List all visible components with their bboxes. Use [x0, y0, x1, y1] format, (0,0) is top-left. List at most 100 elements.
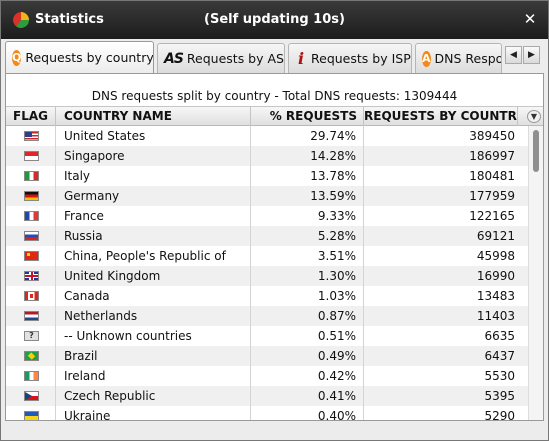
country-name-cell: Netherlands [56, 306, 251, 326]
flag-cell [6, 306, 56, 326]
table-row[interactable]: United States 29.74% 389450 [6, 126, 528, 146]
requests-count-cell: 16990 [476, 269, 515, 283]
table-row[interactable]: Germany 13.59% 177959 [6, 186, 528, 206]
country-name-cell: China, People's Republic of [56, 246, 251, 266]
table-row[interactable]: Singapore 14.28% 186997 [6, 146, 528, 166]
flag-de-icon [24, 191, 39, 201]
percent-requests-cell: 0.49% [251, 346, 364, 366]
country-name-cell: -- Unknown countries [56, 326, 251, 346]
percent-requests-cell: 14.28% [251, 146, 364, 166]
flag-ca-icon [24, 291, 39, 301]
tab-label: Requests by ASN [186, 51, 285, 66]
requests-count-cell: 69121 [476, 229, 515, 243]
table-row[interactable]: Czech Republic 0.41% 5395 [6, 386, 528, 406]
flag-cell [6, 286, 56, 306]
table-row[interactable]: China, People's Republic of 3.51% 45998 [6, 246, 528, 266]
requests-count-cell: 5530 [484, 369, 515, 383]
flag-cell [6, 186, 56, 206]
table-row[interactable]: Russia 5.28% 69121 [6, 226, 528, 246]
flag-it-icon [24, 171, 39, 181]
flag-cell [6, 206, 56, 226]
tab-requests-by-country[interactable]: Q Requests by country [5, 41, 154, 73]
flag-ua-icon [24, 411, 39, 420]
flag-ie-icon [24, 371, 39, 381]
as-icon: AS [164, 50, 184, 67]
flag-fr-icon [24, 211, 39, 221]
requests-count-cell: 180481 [469, 169, 515, 183]
country-stats-panel: DNS requests split by country - Total DN… [5, 73, 544, 421]
table-row[interactable]: Brazil 0.49% 6437 [6, 346, 528, 366]
vertical-scrollbar[interactable] [528, 126, 543, 420]
percent-requests-cell: 0.51% [251, 326, 364, 346]
country-name-cell: United States [56, 126, 251, 146]
percent-requests-cell: 0.87% [251, 306, 364, 326]
requests-count-cell: 122165 [469, 209, 515, 223]
requests-count-cell: 11403 [476, 309, 515, 323]
percent-requests-cell: 0.42% [251, 366, 364, 386]
requests-count-cell: 186997 [469, 149, 515, 163]
flag-us-icon [24, 131, 39, 141]
grid-header: FLAG COUNTRY NAME % REQUESTS REQUESTS BY… [6, 106, 543, 126]
country-name-cell: Brazil [56, 346, 251, 366]
requests-count-cell: 177959 [469, 189, 515, 203]
country-name-cell: France [56, 206, 251, 226]
table-row[interactable]: United Kingdom 1.30% 16990 [6, 266, 528, 286]
requests-count-cell: 13483 [476, 289, 515, 303]
requests-count-cell: 5395 [484, 389, 515, 403]
tab-requests-by-isp[interactable]: i Requests by ISP [288, 43, 412, 73]
table-row[interactable]: ? -- Unknown countries 0.51% 6635 [6, 326, 528, 346]
table-row[interactable]: Canada 1.03% 13483 [6, 286, 528, 306]
flag-cell: ? [6, 326, 56, 346]
country-name-cell: Germany [56, 186, 251, 206]
requests-count-cell: 45998 [476, 249, 515, 263]
column-header-flag[interactable]: FLAG [6, 107, 56, 126]
tab-label: Requests by country [25, 50, 154, 65]
country-name-cell: Russia [56, 226, 251, 246]
flag-ru-icon [24, 231, 39, 241]
tab-dns-responses[interactable]: A DNS Respo [415, 43, 502, 73]
tab-scroll-right-icon[interactable]: ▶ [523, 46, 540, 64]
percent-requests-cell: 9.33% [251, 206, 364, 226]
info-icon: i [297, 49, 305, 68]
flag-sg-icon [24, 151, 39, 161]
column-header-requests-by-country[interactable]: REQUESTS BY COUNTR [364, 107, 518, 126]
q-icon: Q [12, 49, 22, 66]
flag-nl-icon [24, 311, 39, 321]
country-name-cell: Italy [56, 166, 251, 186]
percent-requests-cell: 13.78% [251, 166, 364, 186]
scrollbar-thumb[interactable] [533, 130, 539, 172]
title-bar[interactable]: Statistics (Self updating 10s) ✕ [1, 1, 548, 39]
tab-label: DNS Respo [434, 51, 502, 66]
a-icon: A [422, 50, 431, 67]
tab-requests-by-asn[interactable]: AS Requests by ASN [157, 43, 285, 73]
requests-count-cell: 6635 [484, 329, 515, 343]
flag-cell [6, 406, 56, 420]
panel-caption: DNS requests split by country - Total DN… [91, 89, 458, 103]
percent-requests-cell: 29.74% [251, 126, 364, 146]
table-row[interactable]: Ukraine 0.40% 5290 [6, 406, 528, 420]
statistics-app-icon [13, 12, 29, 28]
column-menu-icon[interactable]: ▼ [527, 110, 541, 123]
column-header-country-name[interactable]: COUNTRY NAME [56, 107, 251, 126]
country-name-cell: United Kingdom [56, 266, 251, 286]
percent-requests-cell: 5.28% [251, 226, 364, 246]
flag-cell [6, 226, 56, 246]
percent-requests-cell: 0.40% [251, 406, 364, 420]
table-row[interactable]: Netherlands 0.87% 11403 [6, 306, 528, 326]
table-row[interactable]: Italy 13.78% 180481 [6, 166, 528, 186]
percent-requests-cell: 1.03% [251, 286, 364, 306]
flag-br-icon [24, 351, 39, 361]
flag-cell [6, 386, 56, 406]
window-title: Statistics [35, 12, 104, 27]
flag-cn-icon [24, 251, 39, 261]
column-header-percent-requests[interactable]: % REQUESTS [251, 107, 364, 126]
flag-cell [6, 246, 56, 266]
flag-gb-icon [24, 271, 39, 281]
table-row[interactable]: France 9.33% 122165 [6, 206, 528, 226]
tab-label: Requests by ISP [311, 51, 411, 66]
percent-requests-cell: 1.30% [251, 266, 364, 286]
table-row[interactable]: Ireland 0.42% 5530 [6, 366, 528, 386]
tab-scroll-left-icon[interactable]: ◀ [505, 46, 522, 64]
close-icon[interactable]: ✕ [523, 10, 537, 28]
flag-un-icon: ? [24, 331, 39, 341]
